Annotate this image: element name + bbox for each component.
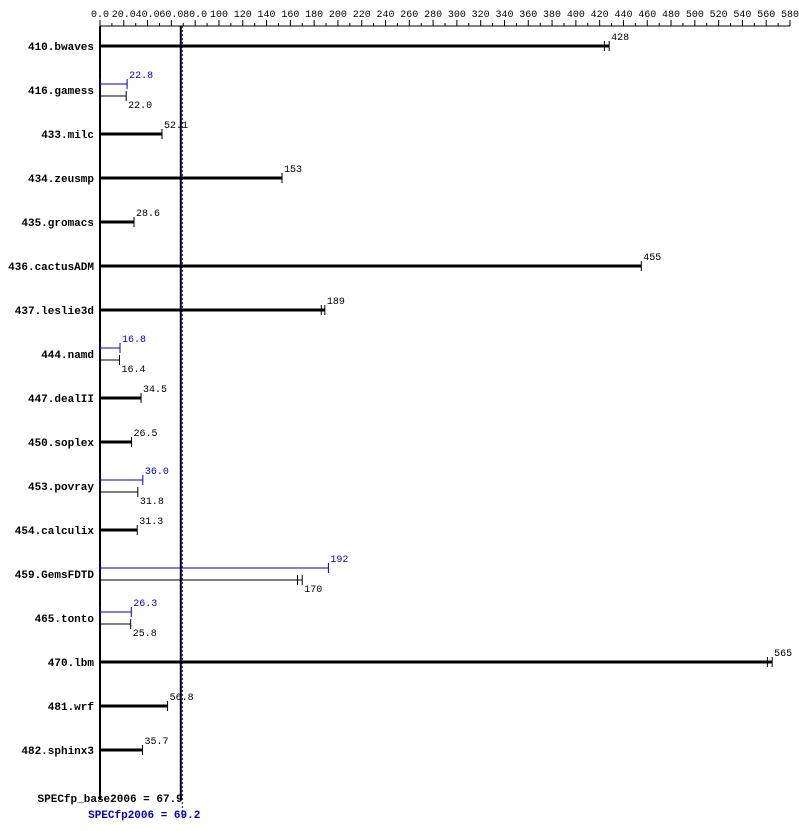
axis-tick-label: 440 <box>614 10 632 21</box>
axis-tick-label: 480 <box>662 10 680 21</box>
axis-tick-label: 300 <box>448 10 466 21</box>
benchmark-label: 481.wrf <box>48 702 95 714</box>
benchmark-label: 470.lbm <box>48 658 95 670</box>
benchmark-label: 433.milc <box>41 130 94 142</box>
base-value-label: 26.5 <box>134 429 158 440</box>
base-value-label: 189 <box>327 297 345 308</box>
axis-tick-label: 0.0 <box>91 10 109 21</box>
peak-value-label: 26.3 <box>133 599 157 610</box>
base-value-label: 153 <box>284 165 302 176</box>
axis-tick-label: 520 <box>710 10 728 21</box>
benchmark-label: 437.leslie3d <box>15 306 94 318</box>
axis-tick-label: 380 <box>543 10 561 21</box>
axis-tick-label: 360 <box>519 10 537 21</box>
base-value-label: 455 <box>643 253 661 264</box>
specfp-base-label: SPECfp_base2006 = 67.9 <box>38 794 183 806</box>
benchmark-label: 436.cactusADM <box>8 262 94 274</box>
axis-tick-label: 580 <box>781 10 799 21</box>
base-value-label: 31.8 <box>140 497 164 508</box>
axis-tick-label: 60.0 <box>159 10 183 21</box>
base-value-label: 52.1 <box>164 121 188 132</box>
peak-value-label: 36.0 <box>145 467 169 478</box>
benchmark-label: 416.gamess <box>28 86 94 98</box>
axis-tick-label: 180 <box>305 10 323 21</box>
base-value-label: 25.8 <box>133 629 157 640</box>
benchmark-label: 447.dealII <box>28 394 94 406</box>
base-value-label: 31.3 <box>139 517 163 528</box>
axis-tick-label: 420 <box>591 10 609 21</box>
axis-tick-label: 540 <box>733 10 751 21</box>
specfp-peak-label: SPECfp2006 = 69.2 <box>88 810 200 822</box>
spec-chart: 0.020.040.060.080.0100 120 140 160 180 200 220… <box>0 0 799 831</box>
axis-tick-label: 100 <box>210 10 228 21</box>
axis-tick-label: 40.0 <box>136 10 160 21</box>
benchmark-label: 435.gromacs <box>21 218 94 230</box>
benchmark-label: 465.tonto <box>35 614 95 626</box>
peak-value-label: 22.8 <box>129 71 153 82</box>
base-value-label: 565 <box>774 649 792 660</box>
benchmark-label: 459.GemsFDTD <box>15 570 95 582</box>
benchmark-label: 482.sphinx3 <box>21 746 94 758</box>
base-value-label: 35.7 <box>144 737 168 748</box>
peak-value-label: 16.8 <box>122 335 146 346</box>
base-value-label: 34.5 <box>143 385 167 396</box>
axis-tick-label: 500 <box>686 10 704 21</box>
axis-tick-label: 280 <box>424 10 442 21</box>
benchmark-label: 453.povray <box>28 482 94 494</box>
axis-tick-label: 400 <box>567 10 585 21</box>
axis-tick-label: 120 <box>234 10 252 21</box>
axis-tick-label: 200 <box>329 10 347 21</box>
benchmark-label: 454.calculix <box>15 526 95 538</box>
axis-tick-label: 220 <box>353 10 371 21</box>
base-value-label: 428 <box>611 33 629 44</box>
axis-tick-label: 560 <box>757 10 775 21</box>
axis-tick-label: 340 <box>495 10 513 21</box>
axis-tick-label: 240 <box>377 10 395 21</box>
base-value-label: 56.8 <box>170 693 194 704</box>
axis-tick-label: 320 <box>472 10 490 21</box>
base-value-label: 170 <box>304 585 322 596</box>
axis-tick-label: 80.0 <box>183 10 207 21</box>
axis-tick-label: 140 <box>258 10 276 21</box>
axis-tick-label: 260 <box>400 10 418 21</box>
benchmark-label: 434.zeusmp <box>28 174 94 186</box>
axis-tick-label: 20.0 <box>112 10 136 21</box>
peak-value-label: 192 <box>330 555 348 566</box>
benchmark-label: 410.bwaves <box>28 42 94 54</box>
benchmark-label: 450.soplex <box>28 438 94 450</box>
base-value-label: 16.4 <box>122 365 146 376</box>
base-value-label: 28.6 <box>136 209 160 220</box>
axis-tick-label: 460 <box>638 10 656 21</box>
axis-tick-label: 160 <box>281 10 299 21</box>
base-value-label: 22.0 <box>128 101 152 112</box>
benchmark-label: 444.namd <box>41 350 94 362</box>
